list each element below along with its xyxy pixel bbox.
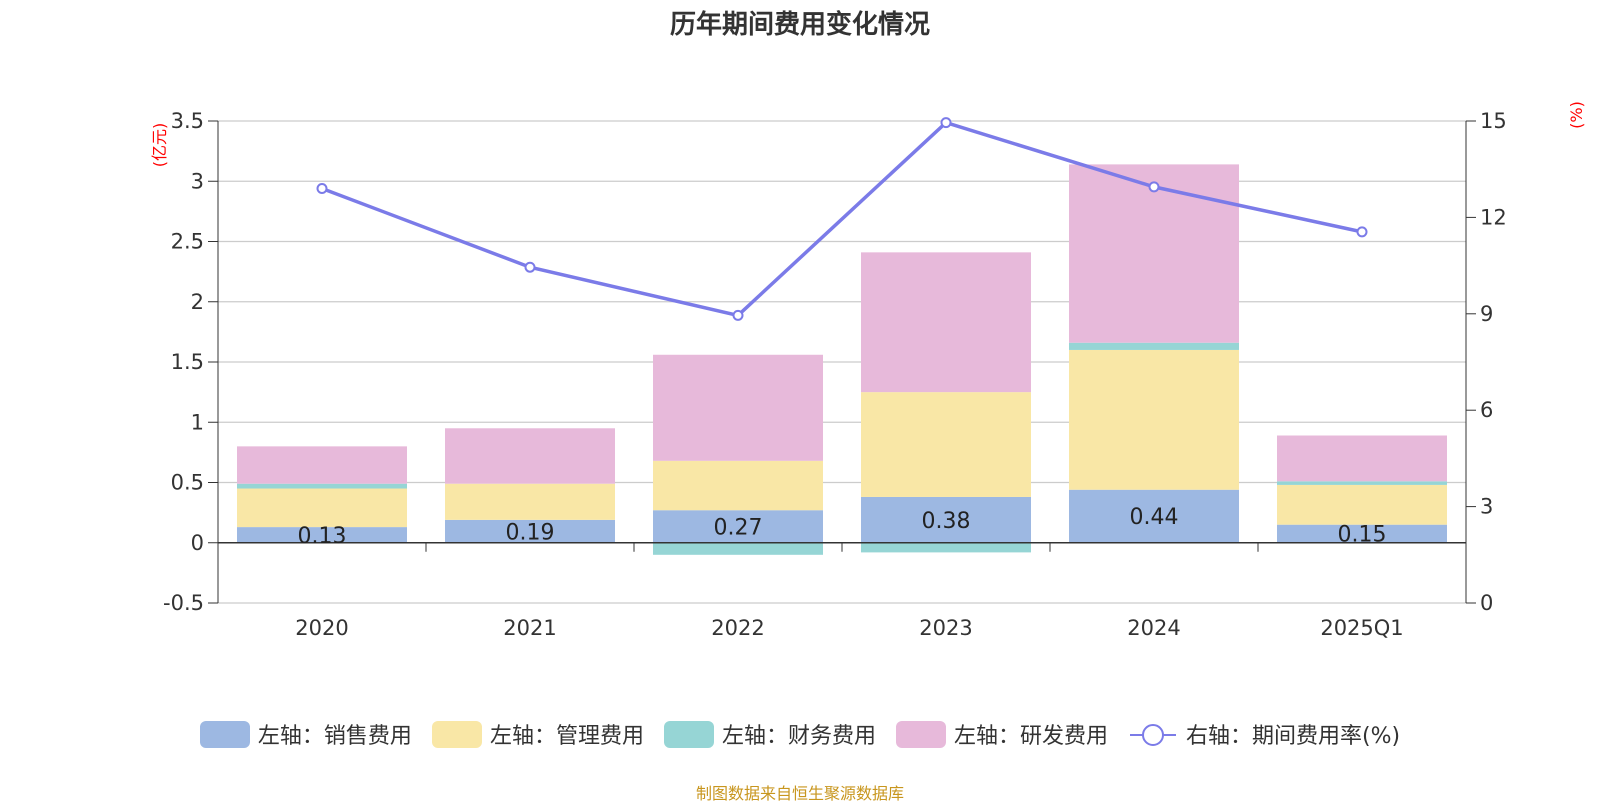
rate-point <box>1148 181 1160 193</box>
rate-point <box>1356 226 1368 238</box>
right-axis-tick-label: 12 <box>1480 205 1507 229</box>
left-axis-tick-label: 0 <box>191 531 204 555</box>
x-axis-category-label: 2024 <box>1127 616 1180 640</box>
x-axis-category-label: 2025Q1 <box>1320 616 1403 640</box>
bar-0-2025Q1 <box>1277 524 1447 543</box>
bar-3-2024 <box>1069 164 1239 343</box>
rate-line <box>321 120 1363 318</box>
x-axis-category-label: 2022 <box>711 616 764 640</box>
grid-lines <box>218 120 1466 604</box>
right-axis-tick-label: 0 <box>1480 591 1493 615</box>
legend-line-marker-icon <box>1129 723 1176 746</box>
legend-swatch-rd <box>895 720 946 748</box>
left-axis-tick-label: 3.5 <box>171 109 204 133</box>
left-axis-tick-label: 3 <box>191 169 204 193</box>
right-axis-tick-label: 9 <box>1480 302 1493 326</box>
legend-item-admin[interactable]: 左轴：管理费用 <box>431 718 644 750</box>
right-axis-unit: (%) <box>1567 101 1586 129</box>
legend-item-sales[interactable]: 左轴：销售费用 <box>199 718 412 750</box>
bar-0-2023 <box>861 496 1031 543</box>
rate-point <box>940 117 952 129</box>
right-axis-tick-label: 6 <box>1480 398 1493 422</box>
bar-2-2025Q1 <box>1277 481 1447 485</box>
bar-3-2020 <box>237 446 407 484</box>
bar-2-2022 <box>653 542 823 555</box>
legend-label-sales: 左轴：销售费用 <box>257 724 412 749</box>
bar-2-2020 <box>237 483 407 489</box>
bar-1-2025Q1 <box>1277 484 1447 525</box>
legend-label-finance: 左轴：财务费用 <box>721 724 876 749</box>
bar-0-2022 <box>653 510 823 543</box>
right-axis-tick-label: 15 <box>1480 109 1507 133</box>
bar-0-2020 <box>237 527 407 543</box>
x-axis-category-label: 2020 <box>295 616 348 640</box>
bar-data-label: 0.19 <box>506 520 555 545</box>
x-axis-category-label: 2021 <box>503 616 556 640</box>
bar-1-2021 <box>445 483 615 520</box>
x-axis-category-label: 2023 <box>919 616 972 640</box>
left-axis-tick-label: 2 <box>191 290 204 314</box>
left-axis-tick-label: 1.5 <box>171 350 204 374</box>
bar-2-2023 <box>861 542 1031 553</box>
bar-3-2025Q1 <box>1277 435 1447 482</box>
bar-1-2024 <box>1069 349 1239 490</box>
left-axis-unit: (亿元) <box>150 123 169 168</box>
chart-title: 历年期间费用变化情况 <box>669 10 930 40</box>
bar-1-2022 <box>653 460 823 511</box>
legend-item-rate[interactable]: 右轴：期间费用率(%) <box>1128 718 1400 750</box>
source-note: 制图数据来自恒生聚源数据库 <box>695 784 904 803</box>
rate-point <box>316 182 328 194</box>
left-axis-tick-label: 2.5 <box>171 230 204 254</box>
bar-3-2023 <box>861 252 1031 393</box>
legend: 左轴：销售费用 左轴：管理费用 左轴：财务费用 左轴：研发费用 右轴：期间费用率… <box>0 718 1600 750</box>
rate-point <box>732 309 744 321</box>
legend-label-rate: 右轴：期间费用率(%) <box>1185 724 1401 749</box>
bar-1-2020 <box>237 488 407 528</box>
left-axis-tick-label: -0.5 <box>163 591 204 615</box>
bar-1-2023 <box>861 392 1031 497</box>
left-axis-tick-label: 0.5 <box>171 471 204 495</box>
bar-0-2021 <box>445 519 615 543</box>
bar-3-2022 <box>653 354 823 461</box>
bar-data-label: 0.13 <box>298 524 347 549</box>
data-labels: 0.13 0.19 0.27 0.38 0.44 0.15 <box>298 505 1387 549</box>
legend-swatch-admin <box>431 720 482 748</box>
bar-data-label: 0.38 <box>922 509 971 534</box>
legend-label-rd: 左轴：研发费用 <box>953 724 1108 749</box>
bar-data-label: 0.15 <box>1338 523 1387 548</box>
legend-item-finance[interactable]: 左轴：财务费用 <box>663 718 876 750</box>
bar-data-label: 0.44 <box>1130 505 1179 530</box>
rate-point <box>524 261 536 273</box>
axes: 3.5 3 2.5 2 1.5 1 0.5 0 -0.5 15 12 9 6 3 0 (亿元) (%) 2020 2… <box>150 101 1586 640</box>
bar-data-label: 0.27 <box>714 515 763 540</box>
right-axis-tick-label: 3 <box>1480 495 1493 519</box>
rate-line-series <box>316 117 1368 321</box>
bar-0-2024 <box>1069 489 1239 543</box>
legend-swatch-finance <box>663 720 714 748</box>
bar-3-2021 <box>445 428 615 484</box>
legend-label-admin: 左轴：管理费用 <box>489 724 644 749</box>
bar-series <box>237 164 1447 555</box>
bar-2-2024 <box>1069 342 1239 350</box>
left-axis-tick-label: 1 <box>191 410 204 434</box>
legend-swatch-sales <box>199 720 250 748</box>
legend-item-rd[interactable]: 左轴：研发费用 <box>895 718 1108 750</box>
